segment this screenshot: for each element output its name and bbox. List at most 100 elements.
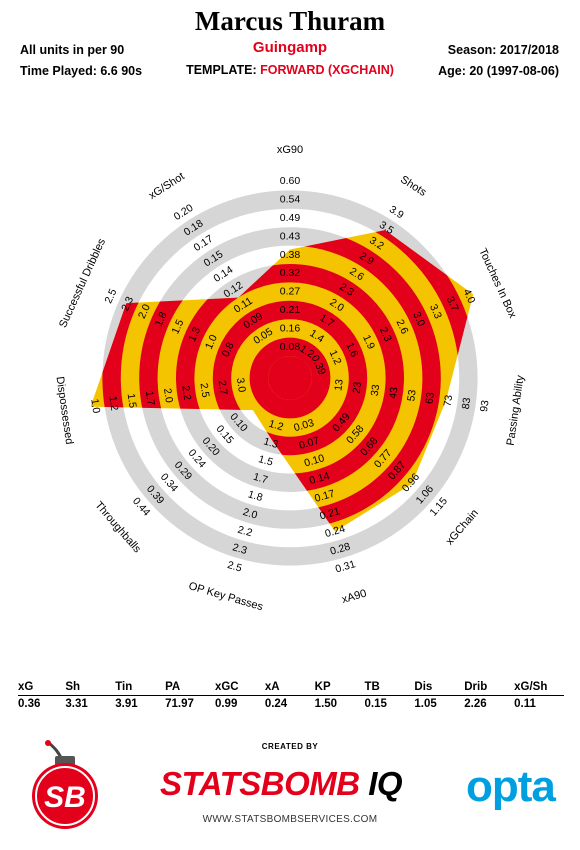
badge-text: SB	[44, 781, 86, 814]
tick-label: 2.5	[198, 382, 212, 398]
tick-label: 0.27	[280, 286, 301, 298]
template-value: FORWARD (XGCHAIN)	[260, 63, 394, 77]
tick-label: 53	[405, 389, 419, 402]
tick-label: 1.5	[125, 393, 139, 409]
tick-label: 33	[369, 384, 383, 397]
tick-label: 0.16	[280, 322, 301, 334]
tick-label: 3.9	[387, 203, 406, 221]
tick-label: 3.0	[234, 377, 248, 393]
stats-value-cell: 0.24	[264, 698, 288, 710]
stats-header-cell: Dis	[414, 681, 433, 693]
axis-label: Touches In Box	[476, 247, 518, 321]
opta-logo: opta	[466, 762, 556, 811]
tick-label: 1.3	[262, 435, 280, 451]
stats-value-cell: 0.11	[514, 698, 536, 710]
axis-label: xG90	[277, 144, 303, 156]
stats-value-cell: 0.15	[364, 698, 387, 710]
created-by: CREATED BY	[261, 742, 319, 751]
stats-header-cell: xA	[264, 681, 280, 693]
stats-header-cell: Tin	[115, 681, 133, 693]
tick-label: 2.0	[241, 506, 259, 522]
player-name: Marcus Thuram	[194, 6, 386, 36]
tick-label: 23	[351, 381, 365, 394]
stats-value-cell: 2.26	[464, 698, 487, 710]
radar-chart: 0.08 0.16 0.21 0.27 0.32 0.38 0.43 0.49 0.54 0.60…	[54, 144, 527, 613]
axis-label: Shots	[398, 174, 429, 200]
tick-label: 0.10	[303, 452, 326, 469]
tick-label: 1.6	[343, 341, 360, 359]
stats-header-row: xG Sh Tin PA xGC xA KP TB Dis Drib xG/Sh	[18, 681, 564, 696]
stats-value-row: 0.36 3.31 3.91 71.97 0.99 0.24 1.50 0.15 1.05 2.2…	[18, 696, 564, 710]
units-note: All units in per 90	[20, 43, 125, 57]
tick-label: 73	[442, 394, 456, 407]
statsbomb-bomb-logo: SB	[32, 740, 98, 829]
tick-label: 3.0	[410, 310, 427, 328]
tick-label: 2.3	[377, 325, 394, 343]
axis-label: Passing Ability	[505, 374, 527, 446]
tick-label: 2.6	[394, 318, 411, 336]
tick-label: 2.7	[216, 380, 230, 396]
tick-label: 0.03	[292, 417, 315, 434]
tick-label: 1.7	[252, 471, 270, 487]
tick-label: 1.9	[360, 333, 377, 351]
tick-label: 3.7	[444, 295, 461, 313]
axis-label: xGChain	[444, 507, 481, 547]
tick-label: 0.17	[313, 488, 336, 505]
tick-label: 2.5	[102, 287, 119, 305]
tick-label: 1.5	[169, 318, 186, 336]
stats-header-cell: xG/Sh	[514, 681, 548, 693]
template-prefix: TEMPLATE:	[186, 63, 261, 77]
stats-value-cell: 1.50	[314, 698, 338, 710]
tick-label: 0.28	[329, 540, 352, 557]
axis-label: Successful Dribbles	[57, 236, 108, 329]
stats-header-cell: Drib	[464, 681, 488, 693]
tick-label: 0.38	[280, 249, 301, 261]
stats-value-cell: 1.05	[414, 698, 437, 710]
tick-label: 1.0	[88, 398, 102, 414]
stats-value-cell: 0.36	[18, 698, 41, 710]
tick-label: 0.21	[318, 505, 341, 522]
stats-header-cell: TB	[364, 681, 380, 693]
axis-label: xG/Shot	[147, 170, 187, 202]
tick-label: 1.7	[143, 390, 157, 406]
stats-table: xG Sh Tin PA xGC xA KP TB Dis Drib xG/Sh 0.36 3.31 3…	[18, 681, 564, 710]
stats-header-cell: xGC	[214, 681, 239, 693]
time-played: Time Played: 6.6 90s	[20, 64, 143, 78]
tick-label: 0.24	[324, 523, 347, 540]
tick-label: 0.21	[280, 304, 301, 316]
tick-label: 1.5	[257, 453, 275, 469]
season: Season: 2017/2018	[447, 43, 559, 57]
tick-label: 2.2	[179, 385, 193, 401]
tick-label: 0.8	[220, 340, 237, 358]
stats-value-cell: 3.91	[115, 698, 138, 710]
iq-text: IQ	[359, 765, 403, 802]
tick-label: 3.3	[427, 302, 444, 320]
tick-label: 0.31	[334, 558, 357, 575]
axis-label: xA90	[341, 587, 368, 606]
tick-label: 0.32	[280, 267, 301, 279]
tick-label: 1.2	[327, 348, 344, 366]
tick-label: 1.2	[106, 395, 120, 411]
tick-label: 1.3	[186, 325, 203, 343]
tick-label: 0.08	[280, 341, 301, 353]
statsbomb-iq-logo: STATSBOMB IQ	[160, 765, 403, 803]
tick-label: 2.3	[119, 295, 136, 313]
tick-label: 0.60	[280, 175, 301, 187]
tick-label: 0.43	[280, 230, 301, 242]
stats-header-cell: PA	[165, 681, 181, 693]
tick-label: 1.8	[247, 488, 265, 504]
stats-value-cell: 3.31	[65, 698, 88, 710]
axis-label: OP Key Passes	[187, 580, 265, 613]
data-band	[212, 300, 368, 456]
age: Age: 20 (1997-08-06)	[438, 64, 559, 78]
tick-label: 0.14	[308, 470, 331, 487]
tick-label: 93	[478, 399, 492, 412]
tick-label: 1.0	[203, 333, 220, 351]
stats-header-cell: KP	[314, 681, 331, 693]
team-name: Guingamp	[252, 39, 328, 56]
tick-label: 4.0	[461, 287, 478, 305]
tick-label: 0.54	[280, 194, 301, 206]
tick-label: 1.2	[267, 418, 285, 434]
stats-header-cell: Sh	[65, 681, 81, 693]
template-line: TEMPLATE: FORWARD (XGCHAIN)	[0, 63, 580, 77]
